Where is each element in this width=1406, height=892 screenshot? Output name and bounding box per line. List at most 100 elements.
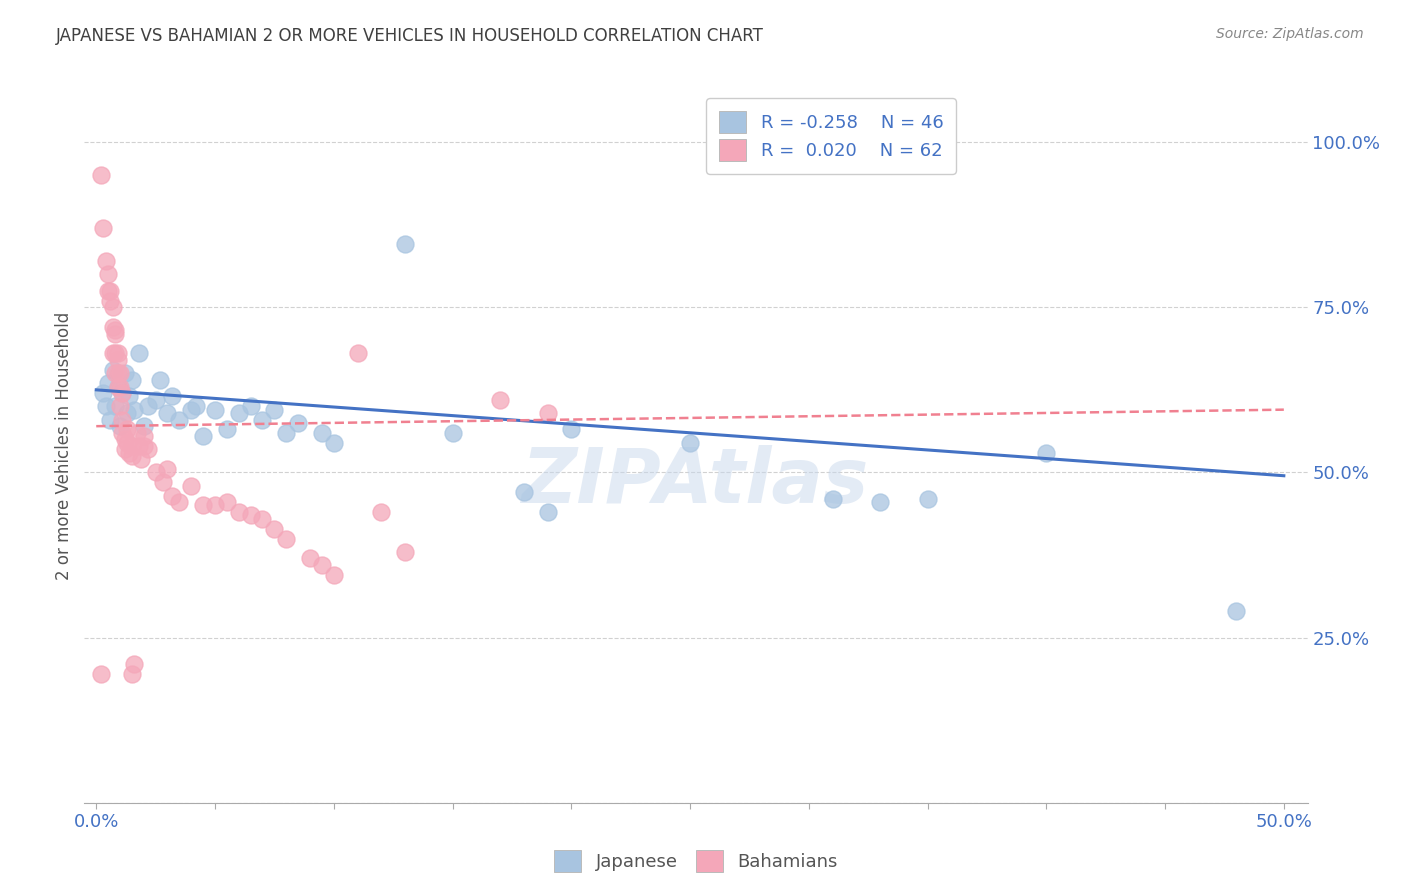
Text: JAPANESE VS BAHAMIAN 2 OR MORE VEHICLES IN HOUSEHOLD CORRELATION CHART: JAPANESE VS BAHAMIAN 2 OR MORE VEHICLES … xyxy=(56,27,763,45)
Point xyxy=(370,505,392,519)
Point xyxy=(239,400,262,414)
Point xyxy=(346,346,368,360)
Point xyxy=(93,386,115,401)
Point xyxy=(394,545,416,559)
Point xyxy=(115,422,138,436)
Point xyxy=(100,284,122,298)
Point xyxy=(114,367,136,381)
Point xyxy=(228,505,250,519)
Point xyxy=(104,400,127,414)
Point xyxy=(869,495,891,509)
Point xyxy=(679,435,702,450)
Point xyxy=(122,402,145,417)
Point xyxy=(128,346,150,360)
Point xyxy=(1225,604,1247,618)
Point xyxy=(156,462,179,476)
Point xyxy=(107,379,129,393)
Point xyxy=(104,367,127,381)
Point xyxy=(114,442,136,457)
Point xyxy=(132,429,155,443)
Point xyxy=(821,491,844,506)
Point xyxy=(215,422,238,436)
Point xyxy=(100,293,122,308)
Point xyxy=(311,425,333,440)
Point xyxy=(107,379,129,393)
Y-axis label: 2 or more Vehicles in Household: 2 or more Vehicles in Household xyxy=(55,312,73,580)
Point xyxy=(115,435,138,450)
Point xyxy=(180,478,202,492)
Point xyxy=(149,373,172,387)
Point xyxy=(145,466,167,480)
Point xyxy=(287,416,309,430)
Point xyxy=(228,406,250,420)
Point xyxy=(263,402,285,417)
Point xyxy=(108,379,131,393)
Point xyxy=(191,499,214,513)
Point xyxy=(118,389,141,403)
Point xyxy=(132,439,155,453)
Point xyxy=(489,392,512,407)
Point xyxy=(441,425,464,440)
Point xyxy=(111,425,134,440)
Point xyxy=(121,667,143,681)
Point xyxy=(204,402,226,417)
Point xyxy=(169,412,191,426)
Point xyxy=(122,657,145,671)
Point xyxy=(276,425,298,440)
Point xyxy=(191,429,214,443)
Point xyxy=(118,445,141,459)
Point xyxy=(252,511,274,525)
Point xyxy=(536,505,558,519)
Point xyxy=(162,489,184,503)
Point xyxy=(94,254,117,268)
Point xyxy=(298,551,321,566)
Point xyxy=(252,412,274,426)
Point xyxy=(107,367,129,381)
Point xyxy=(138,442,160,457)
Point xyxy=(917,491,939,506)
Point xyxy=(90,168,112,182)
Point xyxy=(101,300,124,314)
Point xyxy=(114,433,136,447)
Point xyxy=(322,567,344,582)
Point xyxy=(1035,445,1057,459)
Point xyxy=(90,667,112,681)
Point xyxy=(145,392,167,407)
Point xyxy=(215,495,238,509)
Point xyxy=(97,267,120,281)
Point xyxy=(263,522,285,536)
Point xyxy=(138,400,160,414)
Point xyxy=(101,346,124,360)
Point xyxy=(184,400,207,414)
Point xyxy=(108,367,131,381)
Point xyxy=(101,363,124,377)
Point xyxy=(101,320,124,334)
Point xyxy=(536,406,558,420)
Point xyxy=(162,389,184,403)
Text: Source: ZipAtlas.com: Source: ZipAtlas.com xyxy=(1216,27,1364,41)
Point xyxy=(132,419,155,434)
Point xyxy=(394,237,416,252)
Point xyxy=(152,475,174,490)
Text: ZIPAtlas: ZIPAtlas xyxy=(522,445,870,518)
Point xyxy=(121,449,143,463)
Point xyxy=(108,400,131,414)
Point xyxy=(180,402,202,417)
Point xyxy=(111,386,134,401)
Point xyxy=(111,386,134,401)
Point xyxy=(97,376,120,391)
Point xyxy=(276,532,298,546)
Legend: Japanese, Bahamians: Japanese, Bahamians xyxy=(547,843,845,880)
Point xyxy=(204,499,226,513)
Point xyxy=(156,406,179,420)
Point xyxy=(128,439,150,453)
Point xyxy=(121,373,143,387)
Point xyxy=(239,508,262,523)
Point xyxy=(93,221,115,235)
Point xyxy=(108,419,131,434)
Point xyxy=(311,558,333,572)
Point xyxy=(104,323,127,337)
Point xyxy=(125,425,148,440)
Point xyxy=(131,452,153,467)
Point xyxy=(322,435,344,450)
